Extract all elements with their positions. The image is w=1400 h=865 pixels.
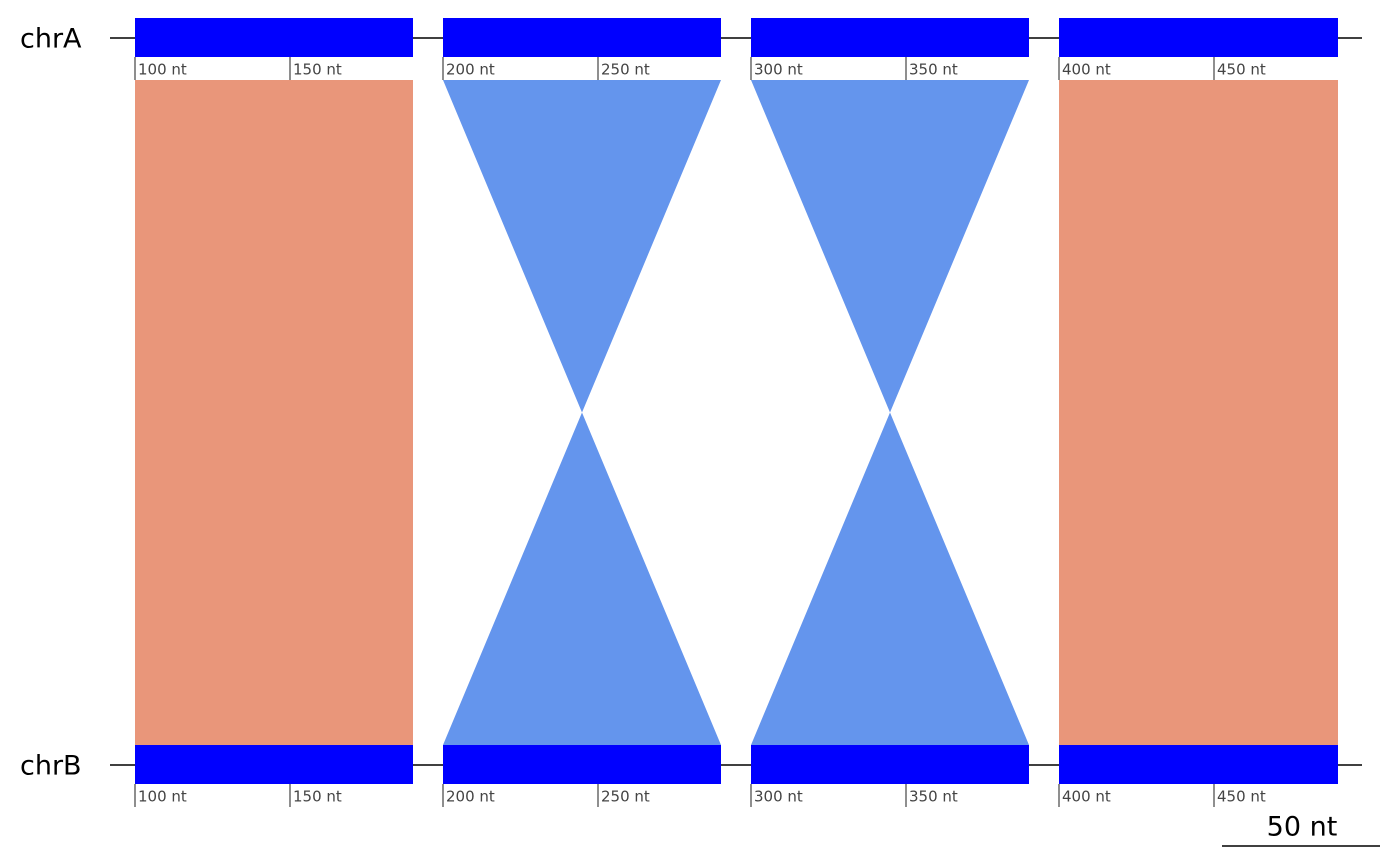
gene-block xyxy=(135,18,413,57)
tick-label: 150 nt xyxy=(293,61,342,79)
gene-block xyxy=(443,745,721,784)
synteny-link xyxy=(135,80,413,745)
tick-label: 300 nt xyxy=(754,788,803,806)
gene-block xyxy=(135,745,413,784)
tick-label: 200 nt xyxy=(446,61,495,79)
tick-label: 100 nt xyxy=(138,788,187,806)
gene-block xyxy=(751,745,1029,784)
gene-block xyxy=(1059,745,1338,784)
tick-label: 350 nt xyxy=(909,788,958,806)
track-label: chrA xyxy=(20,24,82,55)
tick-label: 250 nt xyxy=(601,61,650,79)
synteny-link xyxy=(751,80,1029,745)
gene-block xyxy=(443,18,721,57)
tick-label: 400 nt xyxy=(1062,61,1111,79)
tick-label: 100 nt xyxy=(138,61,187,79)
tick-label: 250 nt xyxy=(601,788,650,806)
synteny-link xyxy=(1059,80,1338,745)
synteny-link xyxy=(443,80,721,745)
tick-label: 200 nt xyxy=(446,788,495,806)
gene-block xyxy=(1059,18,1338,57)
tick-label: 400 nt xyxy=(1062,788,1111,806)
tracks: chrA 100 nt 150 nt 200 nt 250 nt 300 nt 350 nt… xyxy=(20,18,1362,807)
scale-bar-label: 50 nt xyxy=(1267,812,1338,843)
tick-label: 300 nt xyxy=(754,61,803,79)
gene-block xyxy=(751,18,1029,57)
tick-label: 350 nt xyxy=(909,61,958,79)
tick-label: 150 nt xyxy=(293,788,342,806)
track-label: chrB xyxy=(20,751,82,782)
tick-label: 450 nt xyxy=(1217,788,1266,806)
tick-label: 450 nt xyxy=(1217,61,1266,79)
links xyxy=(135,80,1338,745)
